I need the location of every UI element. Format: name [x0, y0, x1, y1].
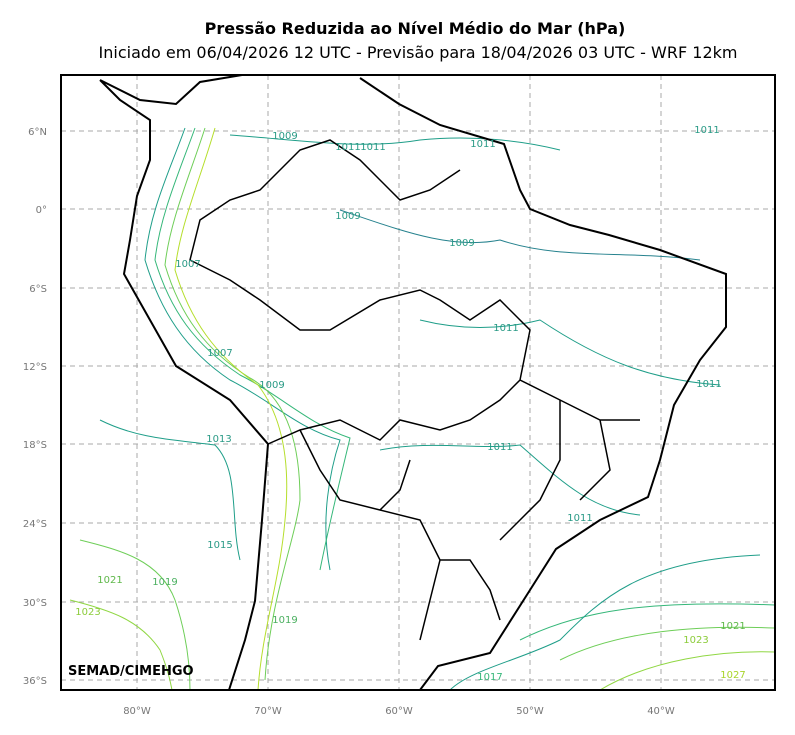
contour-label: 1023 — [75, 607, 100, 618]
map-frame — [60, 74, 776, 691]
contour-label: 1015 — [207, 540, 232, 551]
graticule — [61, 75, 775, 690]
contour-label: 1011 — [335, 142, 360, 153]
contour-label: 1011 — [493, 323, 518, 334]
contour-label: 1009 — [449, 238, 474, 249]
lat-label: 6°N — [28, 127, 47, 138]
contour-label: 1011 — [470, 139, 495, 150]
lon-label: 80°W — [123, 706, 151, 717]
lon-label: 50°W — [516, 706, 544, 717]
contour-label: 1027 — [720, 670, 745, 681]
contour-label: 1007 — [207, 348, 232, 359]
lon-label: 40°W — [647, 706, 675, 717]
lat-label: 0° — [36, 205, 47, 216]
isobars — [69, 127, 775, 690]
contour-label: 1017 — [477, 672, 502, 683]
lat-label: 18°S — [23, 440, 47, 451]
contour-label: 1009 — [259, 380, 284, 391]
contour-label: 1011 — [696, 379, 721, 390]
contour-label: 1019 — [152, 577, 177, 588]
map-title: Pressão Reduzida ao Nível Médio do Mar (… — [205, 19, 626, 38]
lat-label: 6°S — [29, 284, 47, 295]
latitude-labels: 6°N 0° 6°S 12°S 18°S 24°S 30°S 36°S — [23, 127, 47, 687]
contour-label: 1021 — [720, 621, 745, 632]
lat-label: 36°S — [23, 676, 47, 687]
lat-label: 12°S — [23, 362, 47, 373]
contour-label: 1007 — [175, 259, 200, 270]
contour-labels: 1009 1011 1011 1011 1011 1009 1009 1007 … — [75, 125, 745, 683]
longitude-labels: 80°W 70°W 60°W 50°W 40°W — [123, 706, 675, 717]
contour-label: 1011 — [360, 142, 385, 153]
credit-label: SEMAD/CIMEHGO — [68, 664, 194, 679]
map-subtitle: Iniciado em 06/04/2026 12 UTC - Previsão… — [99, 43, 738, 62]
contour-label: 1011 — [694, 125, 719, 136]
lon-label: 60°W — [385, 706, 413, 717]
contour-label: 1011 — [487, 442, 512, 453]
lat-label: 30°S — [23, 598, 47, 609]
contour-label: 1011 — [567, 513, 592, 524]
coastline — [99, 75, 727, 690]
contour-label: 1023 — [683, 635, 708, 646]
contour-label: 1009 — [335, 211, 360, 222]
lat-label: 24°S — [23, 519, 47, 530]
contour-label: 1019 — [272, 615, 297, 626]
contour-label: 1021 — [97, 575, 122, 586]
map-area: 1009 1011 1011 1011 1011 1009 1009 1007 … — [61, 75, 775, 690]
contour-label: 1013 — [206, 434, 231, 445]
lon-label: 70°W — [254, 706, 282, 717]
contour-label: 1009 — [272, 131, 297, 142]
